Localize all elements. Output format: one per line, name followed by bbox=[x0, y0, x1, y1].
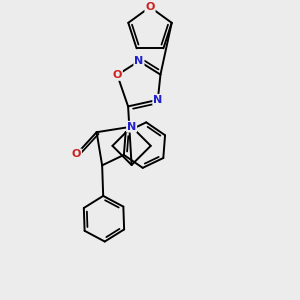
Text: O: O bbox=[72, 149, 81, 159]
Text: N: N bbox=[127, 122, 136, 132]
Text: O: O bbox=[145, 2, 155, 12]
Text: N: N bbox=[134, 56, 144, 66]
Text: N: N bbox=[153, 95, 162, 105]
Text: O: O bbox=[112, 70, 122, 80]
